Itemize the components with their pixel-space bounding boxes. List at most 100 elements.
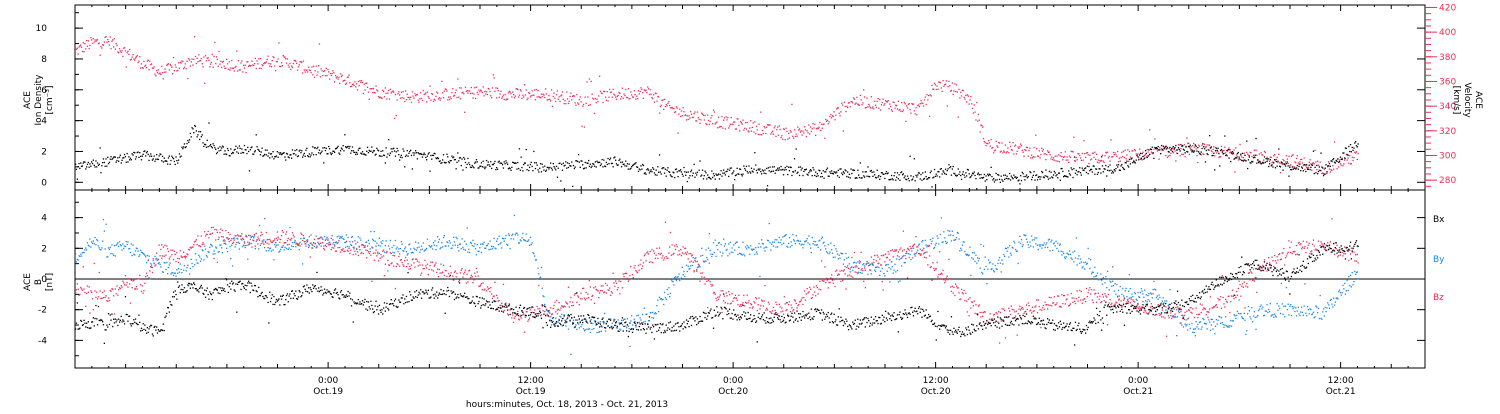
velocity-point [999,142,1000,143]
by-point [435,249,436,250]
density-point [749,171,750,172]
velocity-point [1239,156,1240,157]
by-point [806,240,807,241]
density-point [628,169,629,170]
velocity-point [550,100,551,101]
density-point [1190,149,1191,150]
velocity-point [1158,159,1159,160]
density-point [1001,179,1002,180]
by-point [640,317,641,318]
velocity-point [422,100,423,101]
by-point [695,257,696,258]
velocity-point [926,94,927,95]
density-point [1163,146,1164,147]
velocity-point [1040,154,1041,155]
density-point [221,147,222,148]
velocity-point [953,94,954,95]
by-point [1238,313,1239,314]
density-point [186,143,187,144]
density-point [246,153,247,154]
by-point [1164,300,1165,301]
velocity-point [540,97,541,98]
by-point [368,240,369,241]
by-point [323,246,324,247]
velocity-point [160,74,161,75]
by-point [1211,324,1212,325]
by-point [732,252,733,253]
density-point [1194,150,1195,151]
density-point [1162,149,1163,150]
density-point [851,173,852,174]
velocity-point [890,106,891,107]
by-point [1034,239,1035,240]
by-point [1041,248,1042,249]
velocity-point [155,75,156,76]
density-point [154,161,155,162]
bz-point [84,292,85,293]
density-point [891,175,892,176]
by-point [516,233,517,234]
velocity-point [677,108,678,109]
velocity-point [689,117,690,118]
density-point [290,154,291,155]
velocity-point [854,99,855,100]
density-point [1326,171,1327,172]
velocity-point [898,101,899,102]
density-point [998,175,999,176]
velocity-point [1296,158,1297,159]
by-point [565,325,566,326]
density-point [402,148,403,149]
velocity-point [614,95,615,96]
density-point [703,178,704,179]
velocity-point [604,91,605,92]
velocity-point [101,47,102,48]
by-point [226,248,227,249]
velocity-point [465,87,466,88]
density-point [688,171,689,172]
by-point [542,288,543,289]
density-point [1121,164,1122,165]
density-point [1211,146,1212,147]
by-point [955,239,956,240]
density-point [1275,167,1276,168]
density-point [240,148,241,149]
by-point [76,261,77,262]
by-point [1155,289,1156,290]
velocity-point [776,129,777,130]
by-point [1231,326,1232,327]
velocity-point [821,124,822,125]
by-point [605,331,606,332]
by-point [630,320,631,321]
density-point [181,156,182,157]
velocity-point [829,116,830,117]
by-point [513,238,514,239]
by-point [960,248,961,249]
velocity-point [892,111,893,112]
by-point [94,237,95,238]
by-point [850,269,851,270]
velocity-point [1206,146,1207,147]
velocity-point [891,109,892,110]
by-point [943,231,944,232]
velocity-point [499,93,500,94]
velocity-point [1153,149,1154,150]
by-point [710,250,711,251]
velocity-point [1082,153,1083,154]
velocity-point [137,55,138,56]
velocity-point [1137,153,1138,154]
by-point [783,243,784,244]
velocity-point [881,104,882,105]
velocity-point [122,56,123,57]
velocity-point [83,51,84,52]
velocity-point [643,98,644,99]
velocity-point [580,101,581,102]
by-point [1043,245,1044,246]
velocity-point [353,85,354,86]
velocity-point [656,93,657,94]
velocity-point [262,65,263,66]
by-point [1239,299,1240,300]
by-point [879,275,880,276]
velocity-point [355,86,356,87]
velocity-point [812,123,813,124]
velocity-point [337,76,338,77]
